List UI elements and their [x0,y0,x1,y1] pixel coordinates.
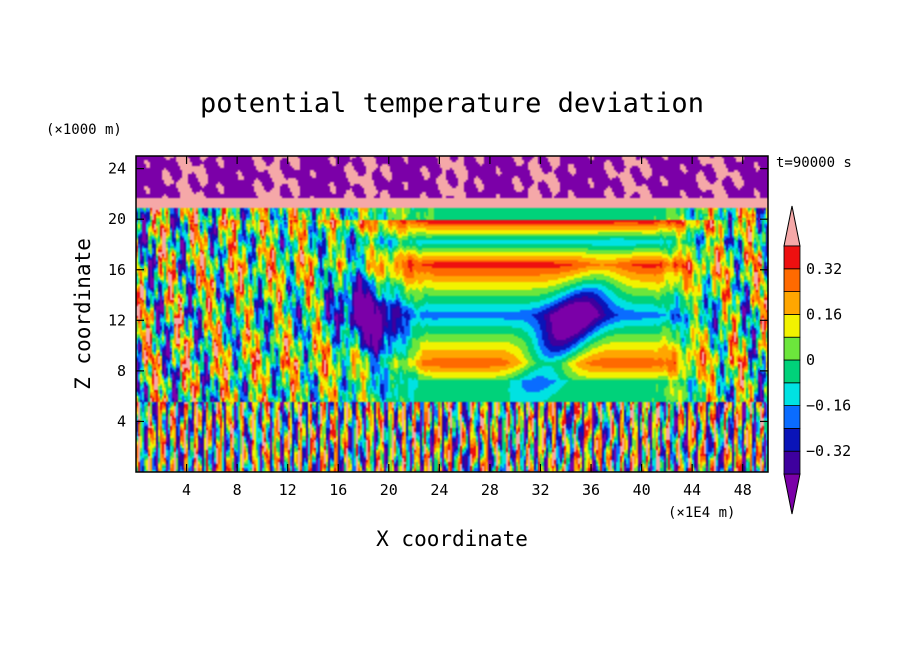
y-tick-label: 20 [108,210,126,228]
x-axis-title: X coordinate [376,527,528,551]
colorbar-box [783,405,801,429]
x-tick-label: 12 [279,481,297,499]
colorbar-label: 0.16 [806,305,842,323]
x-tick-label: 8 [233,481,242,499]
colorbar-label: −0.16 [806,397,851,415]
y-tick-label: 4 [117,412,126,430]
field-raster [136,156,768,472]
colorbar-label: −0.32 [806,442,851,460]
colorbar-box [783,313,801,338]
colorbar: 0.32 0.16 0 −0.16 −0.32 [783,205,851,515]
y-tick-label: 24 [108,160,126,178]
colorbar-box [783,359,801,384]
y-axis-title: Z coordinate [71,238,95,390]
x-tick-label: 40 [633,481,651,499]
colorbar-box [783,427,801,452]
colorbar-box [783,450,801,475]
colorbar-label: 0 [806,351,815,369]
x-tick-label: 28 [481,481,499,499]
x-tick-label: 36 [582,481,600,499]
temperature-deviation-field [136,156,768,472]
colorbar-label: 0.32 [806,260,842,278]
x-axis: 4 8 12 16 20 24 28 32 36 40 44 48 [182,156,752,499]
colorbar-box [783,382,801,406]
time-label: t=90000 s [776,155,852,171]
y-axis: 4 8 12 16 20 24 [108,160,768,430]
x-tick-label: 24 [430,481,448,499]
colorbar-extend-bottom [783,473,801,515]
x-unit-label: (×1E4 m) [668,505,735,521]
y-unit-label: (×1000 m) [46,122,122,138]
colorbar-extend-top [783,205,801,247]
y-tick-label: 16 [108,261,126,279]
colorbar-box [783,268,801,292]
x-tick-label: 4 [182,481,191,499]
y-tick-label: 12 [108,311,126,329]
x-tick-label: 44 [683,481,701,499]
x-tick-label: 16 [329,481,347,499]
plot-frame [135,155,769,473]
x-tick-label: 48 [734,481,752,499]
colorbar-box [783,291,801,315]
x-tick-label: 20 [380,481,398,499]
colorbar-box [783,245,801,270]
colorbar-box [783,336,801,361]
y-tick-label: 8 [117,362,126,380]
x-tick-label: 32 [531,481,549,499]
chart-title: potential temperature deviation [200,88,704,119]
